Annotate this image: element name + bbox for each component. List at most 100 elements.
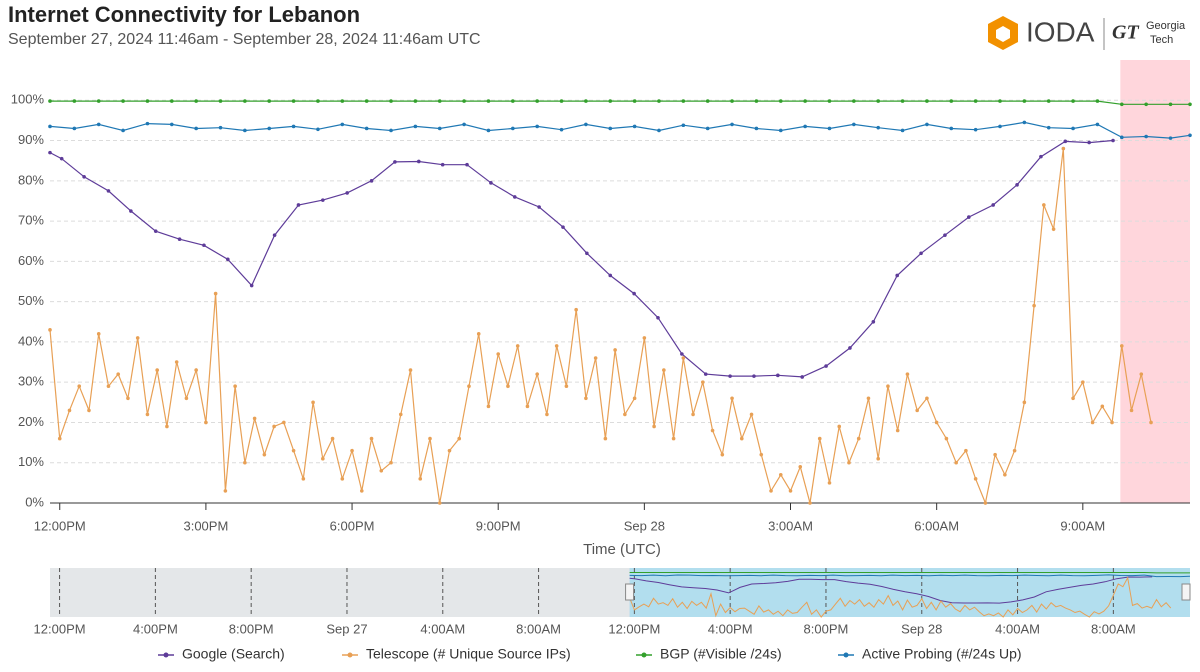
point: [949, 126, 954, 131]
point: [486, 99, 491, 103]
point: [752, 374, 756, 378]
legend-label: Active Probing (#/24s Up): [862, 646, 1022, 662]
point: [1144, 134, 1148, 139]
point: [652, 424, 656, 429]
point: [202, 243, 206, 248]
point: [998, 99, 1002, 103]
point: [476, 332, 481, 336]
point: [662, 368, 666, 372]
point: [57, 436, 62, 441]
x-tick-label: 3:00AM: [768, 518, 813, 533]
point: [559, 127, 564, 132]
point: [701, 380, 705, 384]
point: [749, 412, 754, 417]
point: [593, 356, 598, 360]
point: [1081, 380, 1085, 384]
point: [389, 99, 393, 103]
point: [291, 124, 296, 129]
point: [656, 315, 660, 320]
point: [1129, 408, 1134, 413]
point: [145, 121, 150, 126]
point: [993, 452, 997, 457]
point: [106, 189, 111, 193]
point: [437, 99, 442, 103]
x-tick-label: 12:00PM: [34, 518, 86, 533]
series-line: [50, 100, 1190, 105]
point: [856, 436, 861, 441]
point: [340, 122, 345, 127]
point: [291, 448, 296, 453]
point: [511, 126, 515, 131]
x-axis-title: Time (UTC): [583, 541, 661, 558]
point: [291, 99, 296, 103]
logo: IODA GT Georgia Tech: [988, 16, 1186, 50]
point: [465, 162, 469, 167]
chart-title: Internet Connectivity for Lebanon: [8, 2, 360, 27]
point: [603, 436, 608, 441]
point: [1022, 400, 1027, 405]
point: [545, 412, 549, 417]
navigator-tick-label: 12:00PM: [608, 621, 660, 636]
logo-partner-abbr: GT: [1112, 22, 1139, 44]
y-tick-label: 80%: [18, 172, 44, 187]
point: [803, 124, 807, 129]
point: [691, 412, 695, 417]
point: [121, 99, 125, 103]
navigator-line: [629, 576, 1172, 618]
chart-subtitle: September 27, 2024 11:46am - September 2…: [8, 31, 481, 48]
point: [1012, 448, 1017, 453]
point: [681, 99, 686, 103]
point: [1003, 473, 1007, 477]
point: [1063, 139, 1068, 144]
point: [632, 291, 636, 296]
point: [457, 436, 462, 441]
point: [1015, 183, 1019, 187]
point: [632, 99, 637, 103]
point: [964, 448, 968, 453]
point: [730, 122, 734, 127]
point: [296, 203, 301, 207]
point: [1100, 404, 1105, 409]
point: [739, 436, 744, 441]
point: [681, 356, 686, 360]
point: [174, 360, 179, 364]
point: [496, 352, 501, 356]
point: [218, 125, 223, 130]
navigator-line: [629, 576, 1153, 604]
point: [169, 122, 174, 127]
point: [416, 159, 421, 164]
point: [900, 99, 905, 103]
point: [900, 128, 905, 133]
point: [703, 372, 708, 376]
point: [1095, 122, 1100, 127]
point: [116, 372, 121, 376]
point: [267, 126, 272, 131]
point: [213, 291, 218, 296]
point: [428, 436, 432, 441]
point: [462, 99, 466, 103]
point: [1119, 102, 1124, 107]
navigator-tick-label: 8:00AM: [1091, 621, 1136, 636]
y-tick-label: 40%: [18, 333, 44, 348]
point: [876, 99, 881, 103]
point: [876, 456, 881, 461]
point: [788, 489, 793, 493]
point: [730, 396, 734, 401]
navigator-tick-label: 8:00AM: [516, 621, 561, 636]
point: [511, 99, 515, 103]
point: [973, 127, 978, 132]
point: [1046, 99, 1051, 103]
point: [311, 400, 315, 405]
point: [393, 160, 397, 164]
point: [1111, 138, 1115, 143]
point: [925, 122, 929, 127]
point: [759, 452, 764, 457]
legend-label: Google (Search): [182, 646, 285, 662]
point: [177, 237, 182, 242]
point: [852, 99, 856, 103]
navigator-tick-label: Sep 28: [901, 621, 942, 636]
legend-marker: [843, 652, 849, 658]
legend-marker: [641, 652, 647, 658]
point: [379, 468, 384, 473]
point: [705, 99, 710, 103]
